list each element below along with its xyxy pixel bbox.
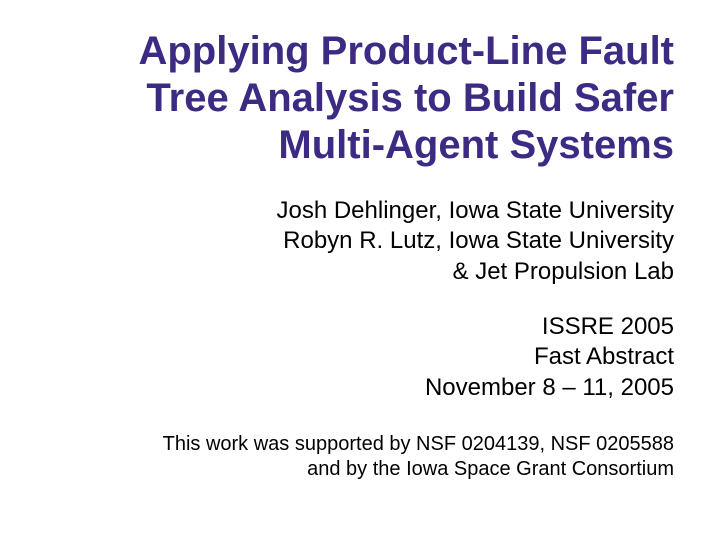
slide-title: Applying Product-Line Fault Tree Analysi… [46, 28, 674, 170]
conference-line: ISSRE 2005 [166, 312, 674, 343]
funding-block: This work was supported by NSF 0204139, … [146, 432, 674, 482]
slide: Applying Product-Line Fault Tree Analysi… [0, 0, 720, 540]
funding-line: and by the Iowa Space Grant Consortium [146, 457, 674, 482]
funding-line: This work was supported by NSF 0204139, … [146, 432, 674, 457]
authors-block: Josh Dehlinger, Iowa State University Ro… [166, 196, 674, 288]
conference-block: ISSRE 2005 Fast Abstract November 8 – 11… [166, 312, 674, 404]
author-line: Robyn R. Lutz, Iowa State University [166, 226, 674, 257]
conference-line: Fast Abstract [166, 342, 674, 373]
author-line: & Jet Propulsion Lab [166, 257, 674, 288]
conference-line: November 8 – 11, 2005 [166, 373, 674, 404]
author-line: Josh Dehlinger, Iowa State University [166, 196, 674, 227]
